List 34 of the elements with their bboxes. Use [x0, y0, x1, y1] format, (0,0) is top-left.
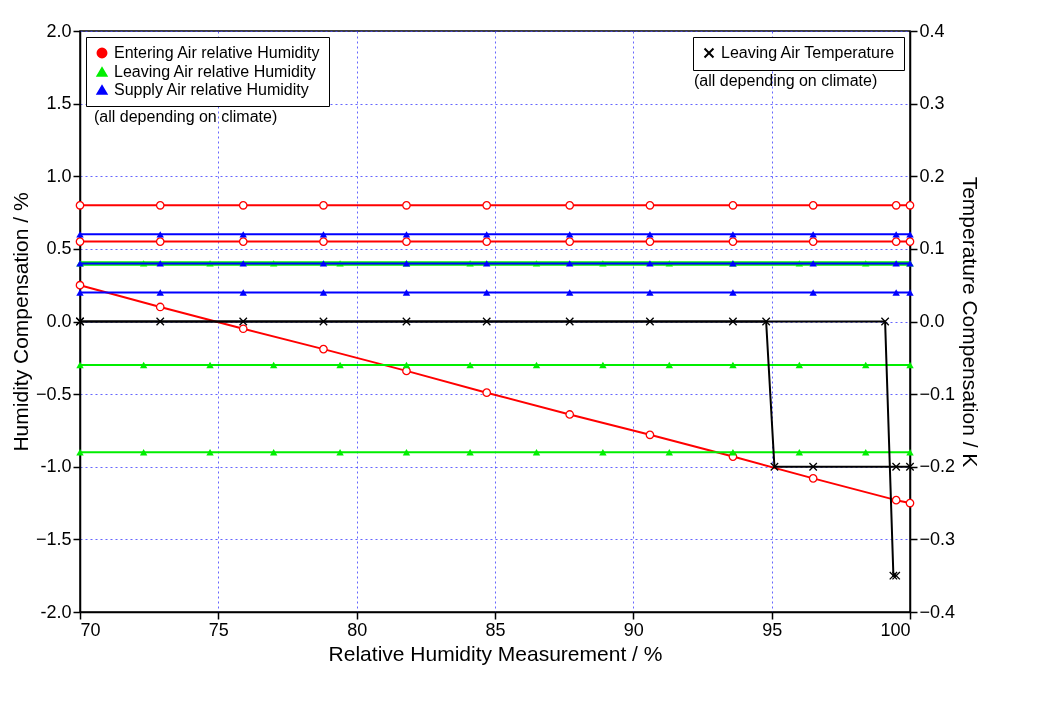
y2-tick-label: −0.3: [919, 528, 956, 549]
annotation: (all depending on climate): [94, 108, 278, 125]
x-tick-label: 100: [880, 619, 911, 640]
y2-tick-label: −0.1: [919, 383, 956, 404]
y-tick-label: 2.0: [46, 20, 72, 41]
y2-tick-label: 0.0: [919, 311, 945, 331]
y-tick-label: −0.5: [35, 383, 72, 404]
y2-tick-label: 0.2: [919, 165, 945, 186]
y-tick-label: -2.0: [40, 601, 72, 622]
y-tick-label: 0.5: [46, 238, 72, 259]
x-tick-label: 80: [347, 619, 368, 640]
x-tick-label: 85: [485, 619, 506, 640]
y2-tick-label: −0.4: [919, 601, 956, 622]
y-tick-label: 1.0: [46, 165, 72, 186]
y-tick-label: 1.5: [46, 93, 72, 114]
y2-tick-label: −0.2: [919, 456, 956, 477]
y-tick-label: -1.0: [40, 456, 72, 477]
x-tick-label: 95: [762, 619, 783, 640]
legend-label: Leaving Air relative Humidity: [114, 63, 316, 80]
y2-tick-label: 0.4: [919, 20, 945, 41]
y-tick-label: −1.5: [35, 528, 72, 549]
y2-tick-label: 0.1: [919, 238, 945, 259]
x-tick-label: 90: [623, 619, 644, 640]
legend-label: Leaving Air Temperature: [721, 44, 895, 61]
x-axis-title: Relative Humidity Measurement / %: [328, 641, 663, 665]
x-tick-label: 70: [80, 619, 101, 640]
x-tick-label: 75: [208, 619, 229, 640]
y-tick-label: 0.0: [46, 311, 72, 331]
legend-label: Entering Air relative Humidity: [114, 44, 320, 61]
legend-label: Supply Air relative Humidity: [114, 81, 309, 98]
y-axis-title: Humidity Compensation / %: [8, 192, 32, 452]
y2-tick-label: 0.3: [919, 93, 945, 114]
annotation: (all depending on climate): [694, 72, 878, 89]
y2-axis-title: Temperature Compensation / K: [959, 176, 983, 468]
